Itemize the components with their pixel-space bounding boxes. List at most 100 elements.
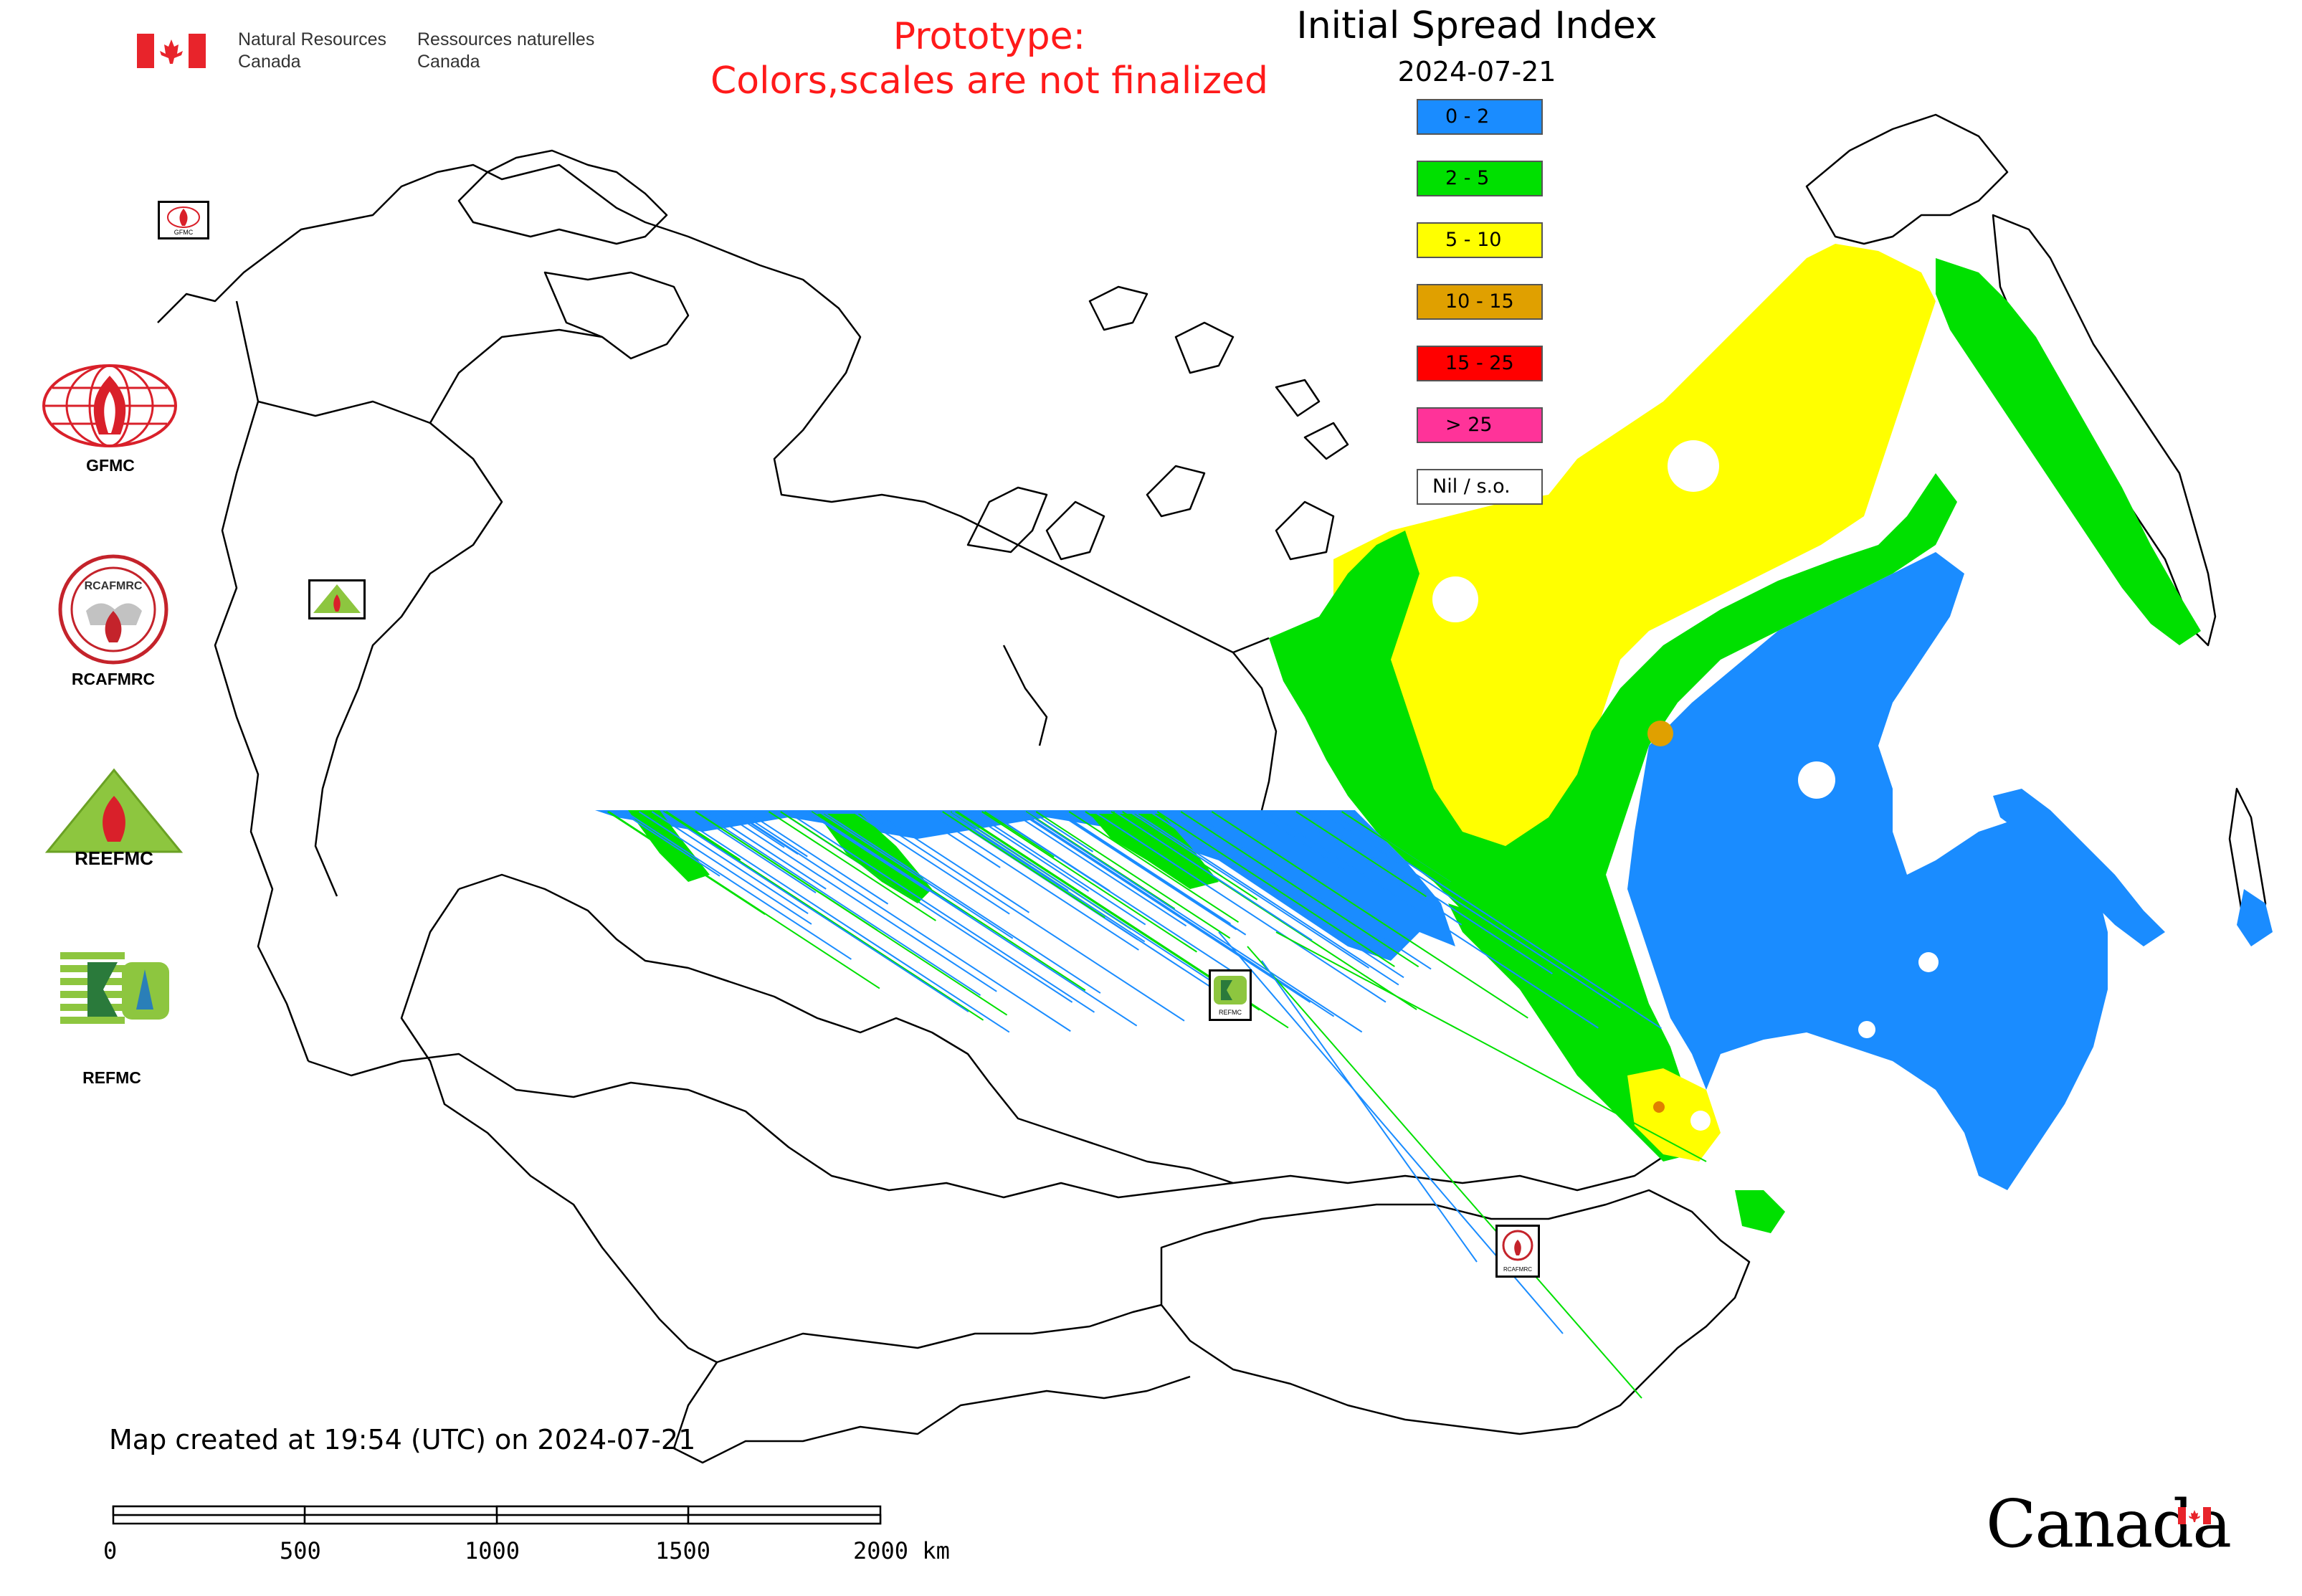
streak-line	[1211, 811, 1528, 1019]
streak-line	[811, 811, 1086, 992]
canada-wordmark-flag-icon	[2178, 1507, 2211, 1524]
streak-line	[1266, 811, 1599, 1029]
orange-spot	[1647, 721, 1673, 746]
legend-item-nil: Nil / s.o.	[1417, 469, 1543, 505]
streak-line	[733, 811, 1071, 1032]
streak-line	[946, 811, 1069, 892]
streak-line	[1303, 811, 1553, 974]
gfmc-logo-icon	[42, 363, 178, 449]
streak-line	[661, 811, 969, 1012]
svg-text:REEFMC: REEFMC	[75, 847, 153, 868]
streak-line	[1328, 811, 1662, 1029]
streak-line	[986, 811, 1244, 979]
streak-line	[1214, 811, 1308, 874]
streak-line	[1261, 960, 1478, 1263]
streak-line	[1128, 811, 1370, 969]
green-region	[1269, 473, 1957, 1162]
green-south-island-region	[1735, 1190, 1785, 1233]
streak-line	[732, 811, 799, 855]
streak-line	[1114, 811, 1313, 941]
streak-line	[1176, 811, 1270, 873]
streak-line	[863, 811, 1185, 1022]
yellow-south-region	[1627, 1068, 1721, 1162]
streak-line	[786, 811, 1095, 1013]
streak-line	[746, 811, 889, 905]
streak-line	[981, 811, 1197, 953]
streak-line	[665, 811, 741, 861]
streak-line	[1031, 811, 1094, 852]
streak-line	[971, 811, 1146, 926]
blue-region	[1627, 552, 2108, 1190]
streak-line	[1085, 811, 1165, 864]
scale-label-1000: 1000	[465, 1537, 520, 1564]
streak-line	[1295, 811, 1427, 898]
refmc-logo-icon	[59, 948, 172, 1032]
svg-text:REFMC: REFMC	[1219, 1009, 1242, 1016]
streak-line	[638, 811, 812, 925]
blue-island-region	[2237, 889, 2273, 946]
refmc-map-marker-icon: REFMC	[1209, 969, 1252, 1021]
streak-line	[926, 811, 1139, 951]
streak-line	[1068, 811, 1240, 923]
streak-line	[1035, 811, 1231, 939]
map-title: Initial Spread Index	[1296, 4, 1657, 47]
orange-spot-south	[1653, 1101, 1665, 1113]
streak-line	[1025, 811, 1176, 910]
canada-flag-icon	[137, 34, 206, 68]
streak-line	[671, 811, 1010, 1033]
streak-line	[691, 811, 817, 893]
streak-line	[1017, 811, 1311, 1003]
streak-line	[1122, 811, 1258, 901]
legend-item-0-2: 0 - 2	[1417, 99, 1543, 135]
streak-line	[984, 811, 1055, 858]
streak-line	[945, 811, 1146, 943]
streak-line	[698, 811, 981, 996]
streak-line	[624, 811, 852, 960]
scale-bar	[112, 1505, 882, 1525]
streak-line	[608, 811, 880, 989]
refmc-label: REFMC	[82, 1068, 141, 1087]
legend-item-5-10: 5 - 10	[1417, 222, 1543, 258]
gfmc-map-marker-icon: GFMC	[158, 201, 209, 239]
reefmc-map-marker-icon	[308, 579, 366, 619]
streak-line	[852, 811, 1010, 915]
streak-line	[1110, 811, 1189, 863]
streak-line	[818, 811, 1014, 939]
streak-line	[1010, 811, 1187, 927]
legend-item-15-25: 15 - 25	[1417, 346, 1543, 381]
svg-text:GFMC: GFMC	[174, 229, 194, 236]
streak-line	[1056, 811, 1247, 936]
scale-label-0: 0	[103, 1537, 118, 1564]
streak-lines	[607, 811, 1707, 1399]
scale-label-2000: 2000 km	[853, 1537, 950, 1564]
streak-line	[874, 811, 1030, 913]
streak-line	[768, 811, 936, 921]
streak-line	[1093, 811, 1387, 1003]
streak-line	[966, 811, 1090, 892]
svg-text:RCAFMRC: RCAFMRC	[85, 580, 143, 592]
streak-line	[1019, 811, 1335, 1017]
streak-line	[1149, 811, 1404, 979]
streak-line	[738, 811, 808, 858]
streak-line	[1024, 811, 1363, 1033]
scale-label-1500: 1500	[655, 1537, 711, 1564]
streak-line	[695, 811, 1008, 1016]
streak-line	[809, 811, 968, 916]
streak-line	[1133, 811, 1399, 986]
streak-line	[663, 811, 984, 1021]
streak-line	[1319, 811, 1621, 1009]
reefmc-logo-icon: REEFMC	[37, 767, 191, 869]
streak-line	[620, 811, 720, 877]
streak-line	[780, 811, 921, 903]
streak-line	[1341, 811, 1490, 909]
yellow-region	[1319, 244, 1936, 875]
legend-item-10-15: 10 - 15	[1417, 284, 1543, 320]
svg-text:RCAFMRC: RCAFMRC	[1503, 1266, 1532, 1273]
streak-line	[1055, 811, 1237, 931]
legend-item-over-25: > 25	[1417, 407, 1543, 443]
streak-line	[1288, 811, 1462, 926]
streak-line	[806, 811, 930, 893]
streak-line	[1189, 811, 1432, 970]
streak-line	[822, 811, 1101, 994]
